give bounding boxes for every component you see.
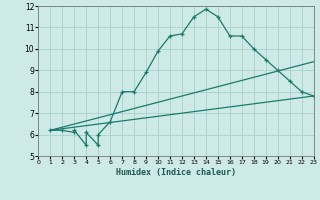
X-axis label: Humidex (Indice chaleur): Humidex (Indice chaleur) (116, 168, 236, 177)
